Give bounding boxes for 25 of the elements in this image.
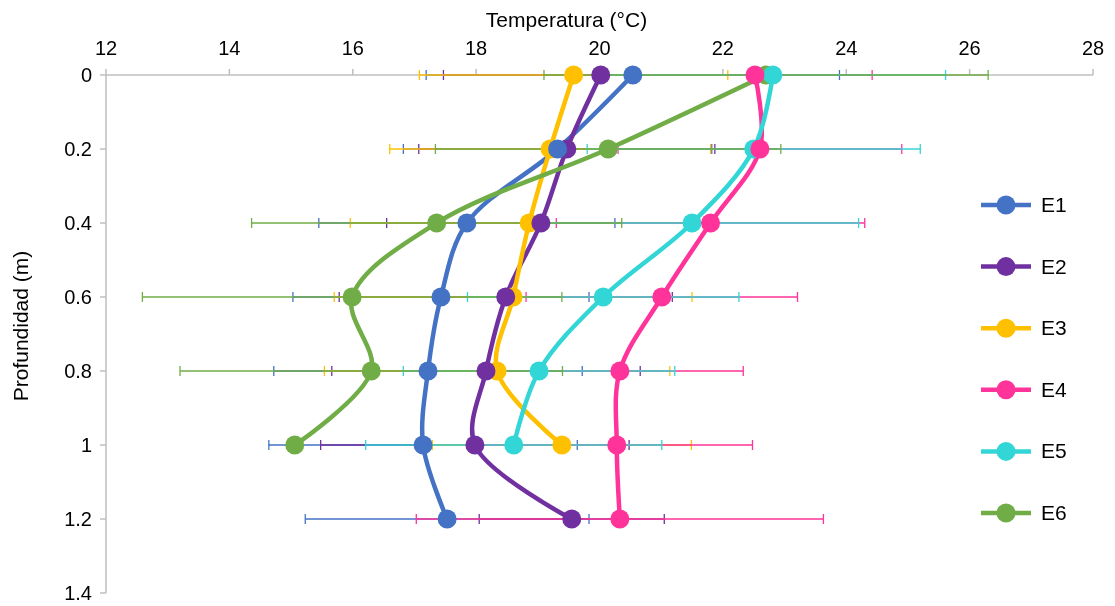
legend-label: E6 xyxy=(1041,501,1067,524)
legend-label: E4 xyxy=(1041,377,1068,401)
y-axis-title: Profundidad (m) xyxy=(9,250,32,402)
x-axis-title: Temperatura (°C) xyxy=(485,8,648,31)
y-tick-label: 1.4 xyxy=(64,582,92,604)
y-tick-label: 1 xyxy=(80,434,92,456)
legend-label: E1 xyxy=(1041,193,1067,216)
y-tick-label: 1.2 xyxy=(64,508,92,530)
legend-label: E5 xyxy=(1041,439,1067,463)
x-tick-label: 24 xyxy=(835,37,858,59)
x-tick-label: 14 xyxy=(218,37,241,59)
x-tick-label: 16 xyxy=(341,37,364,59)
y-tick-label: 0 xyxy=(80,64,92,86)
legend-label: E3 xyxy=(1041,316,1067,340)
x-tick-label: 20 xyxy=(588,37,611,59)
x-tick-label: 22 xyxy=(711,37,734,59)
x-tick-label: 12 xyxy=(94,37,118,59)
x-tick-label: 26 xyxy=(958,37,981,59)
y-tick-label: 0.2 xyxy=(64,138,92,160)
y-tick-label: 0.8 xyxy=(64,360,92,382)
x-tick-label: 28 xyxy=(1081,37,1105,59)
legend-label: E2 xyxy=(1041,254,1067,278)
x-tick-label: 18 xyxy=(465,37,488,59)
y-tick-label: 0.6 xyxy=(64,286,92,308)
y-tick-label: 0.4 xyxy=(64,212,92,234)
